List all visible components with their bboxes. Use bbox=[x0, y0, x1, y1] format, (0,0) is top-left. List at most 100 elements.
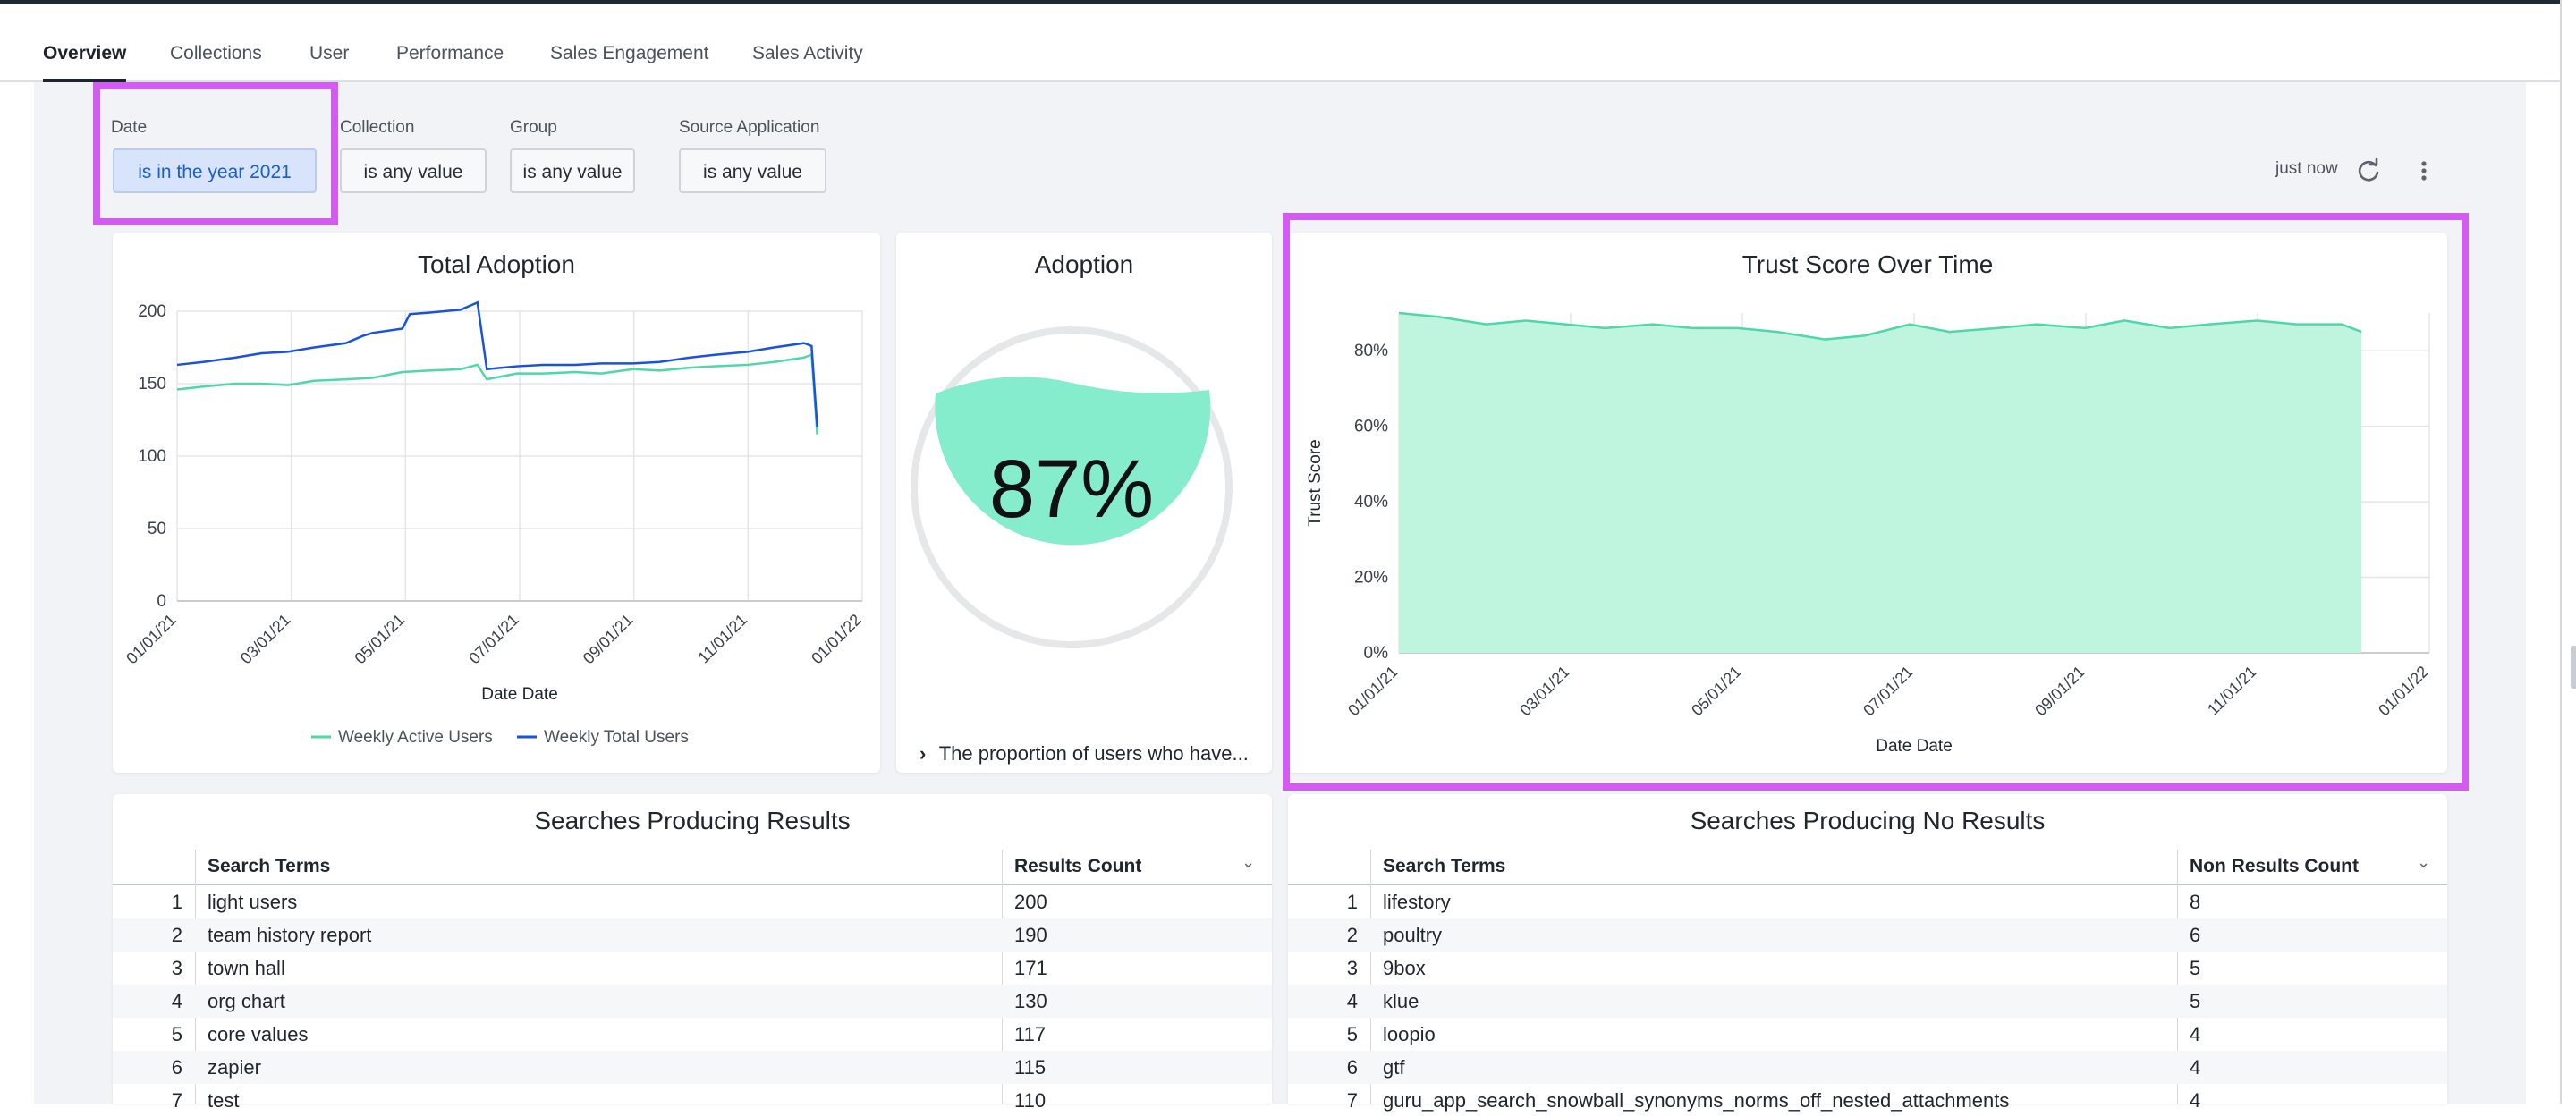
window-scrollbar[interactable] bbox=[2560, 0, 2576, 1104]
source-application-filter-button[interactable]: is any value bbox=[679, 148, 826, 193]
scroll-thumb[interactable] bbox=[2571, 646, 2576, 689]
count-cell: 4 bbox=[2190, 1023, 2201, 1045]
date-filter-button[interactable]: is in the year 2021 bbox=[113, 148, 317, 193]
search-term-cell: test bbox=[208, 1089, 240, 1112]
x-tick-label: 05/01/21 bbox=[351, 611, 408, 668]
adoption-description[interactable]: › The proportion of users who have... bbox=[919, 742, 1249, 766]
y-tick-label: 100 bbox=[138, 447, 166, 466]
adoption-gauge: 87% bbox=[911, 326, 1233, 648]
no-results-table-title: Searches Producing No Results bbox=[1690, 807, 2046, 834]
count-cell: 6 bbox=[2190, 924, 2201, 946]
filter-label-date: Date bbox=[111, 118, 148, 137]
table-row[interactable]: 6 zapier 115 bbox=[113, 1051, 1272, 1084]
count-cell: 115 bbox=[1014, 1056, 1046, 1079]
x-tick-label: 01/01/22 bbox=[808, 611, 865, 668]
gauge-ring bbox=[911, 326, 1233, 648]
no-results-col-count[interactable]: Non Results Count bbox=[2190, 856, 2359, 876]
row-number: 1 bbox=[1346, 891, 1358, 913]
table-row[interactable]: 5 core values 117 bbox=[113, 1018, 1272, 1051]
x-tick-label: 05/01/21 bbox=[1688, 663, 1745, 720]
last-updated-text: just now bbox=[2275, 159, 2338, 178]
table-row[interactable]: 3 9box 5 bbox=[1288, 952, 2447, 985]
results-table-card: Searches Producing Results Search Terms … bbox=[113, 794, 1272, 1112]
x-tick-label: 03/01/21 bbox=[237, 611, 294, 668]
tab-sales-activity[interactable]: Sales Activity bbox=[752, 43, 863, 63]
tab-performance[interactable]: Performance bbox=[396, 43, 504, 63]
count-cell: 110 bbox=[1014, 1089, 1046, 1112]
count-cell: 5 bbox=[2190, 957, 2201, 979]
y-tick-label: 0 bbox=[157, 592, 166, 611]
no-results-table-card: Searches Producing No Results Search Ter… bbox=[1288, 794, 2447, 1112]
count-cell: 117 bbox=[1014, 1023, 1046, 1045]
trust-score-area bbox=[1399, 313, 2362, 653]
legend-label[interactable]: Weekly Active Users bbox=[338, 728, 493, 747]
y-tick-label: 60% bbox=[1354, 418, 1388, 436]
table-row[interactable]: 1 light users 200 bbox=[113, 885, 1272, 918]
x-tick-label: 09/01/21 bbox=[2031, 663, 2089, 720]
table-row[interactable]: 6 gtf 4 bbox=[1288, 1051, 2447, 1084]
table-row[interactable]: 2 poultry 6 bbox=[1288, 918, 2447, 952]
total-adoption-title: Total Adoption bbox=[418, 250, 575, 278]
legend-label[interactable]: Weekly Total Users bbox=[544, 728, 689, 747]
x-tick-label: 03/01/21 bbox=[1516, 663, 1573, 720]
filter-label-group: Group bbox=[510, 118, 557, 137]
refresh-icon[interactable] bbox=[2356, 157, 2383, 184]
results-col-results-count[interactable]: Results Count bbox=[1014, 856, 1142, 876]
row-number: 5 bbox=[1346, 1023, 1358, 1045]
collection-filter-button[interactable]: is any value bbox=[340, 148, 487, 193]
row-number: 7 bbox=[171, 1089, 182, 1112]
table-row[interactable]: 5 loopio 4 bbox=[1288, 1018, 2447, 1051]
x-axis-label: Date Date bbox=[481, 685, 558, 704]
table-row[interactable]: 3 town hall 171 bbox=[113, 952, 1272, 985]
tab-bar: Overview Collections User Performance Sa… bbox=[0, 4, 2560, 82]
row-number: 4 bbox=[171, 990, 182, 1012]
x-tick-label: 01/01/21 bbox=[1344, 663, 1402, 720]
kebab-menu-icon[interactable] bbox=[2415, 157, 2433, 184]
row-number: 2 bbox=[1346, 924, 1358, 946]
x-tick-label: 01/01/21 bbox=[123, 611, 180, 668]
trust-score-title: Trust Score Over Time bbox=[1741, 250, 1994, 278]
row-number: 3 bbox=[171, 957, 182, 979]
table-row[interactable]: 7 test 110 bbox=[113, 1084, 1272, 1117]
x-tick-label: 09/01/21 bbox=[580, 611, 637, 668]
y-tick-label: 40% bbox=[1354, 493, 1388, 512]
y-tick-label: 200 bbox=[138, 302, 166, 321]
group-filter-button[interactable]: is any value bbox=[510, 148, 635, 193]
tab-sales-engagement[interactable]: Sales Engagement bbox=[550, 43, 709, 63]
row-number: 6 bbox=[171, 1056, 182, 1079]
count-cell: 4 bbox=[2190, 1056, 2201, 1079]
trust-score-line bbox=[1398, 311, 2362, 341]
search-term-cell: team history report bbox=[208, 924, 372, 946]
table-row[interactable]: 4 klue 5 bbox=[1288, 985, 2447, 1018]
table-row[interactable]: 1 lifestory 8 bbox=[1288, 885, 2447, 918]
search-term-cell: org chart bbox=[208, 990, 285, 1012]
table-row[interactable]: 7 guru_app_search_snowball_synonyms_norms… bbox=[1288, 1084, 2447, 1117]
chevron-down-icon[interactable]: ⌄ bbox=[2417, 853, 2431, 871]
chevron-down-icon[interactable]: ⌄ bbox=[1241, 853, 1256, 871]
gauge-value: 87% bbox=[989, 444, 1154, 535]
table-row[interactable]: 2 team history report 190 bbox=[113, 918, 1272, 952]
search-term-cell: guru_app_search_snowball_synonyms_norms_… bbox=[1383, 1089, 2010, 1112]
search-term-cell: gtf bbox=[1383, 1056, 1405, 1079]
row-number: 3 bbox=[1346, 957, 1358, 979]
tab-overview[interactable]: Overview bbox=[43, 4, 127, 82]
tab-user[interactable]: User bbox=[309, 43, 350, 63]
row-number: 5 bbox=[171, 1023, 182, 1045]
y-tick-label: 50 bbox=[148, 520, 166, 538]
column-divider bbox=[2177, 850, 2178, 1104]
no-results-table-header: Search Terms Non Results Count ⌄ bbox=[1288, 850, 2447, 885]
y-tick-label: 150 bbox=[138, 375, 166, 393]
results-col-search-terms[interactable]: Search Terms bbox=[208, 856, 331, 876]
no-results-col-search-terms[interactable]: Search Terms bbox=[1383, 856, 1506, 876]
search-term-cell: poultry bbox=[1383, 924, 1443, 946]
results-table-header: Search Terms Results Count ⌄ bbox=[113, 850, 1272, 885]
y-tick-label: 0% bbox=[1364, 644, 1389, 663]
window-top-edge bbox=[0, 0, 2576, 4]
y-axis-label: Trust Score bbox=[1306, 439, 1325, 527]
y-tick-label: 80% bbox=[1354, 342, 1388, 360]
tab-collections[interactable]: Collections bbox=[170, 43, 262, 63]
row-number: 2 bbox=[171, 924, 182, 946]
table-row[interactable]: 4 org chart 130 bbox=[113, 985, 1272, 1018]
search-term-cell: loopio bbox=[1383, 1023, 1436, 1045]
count-cell: 4 bbox=[2190, 1089, 2201, 1112]
